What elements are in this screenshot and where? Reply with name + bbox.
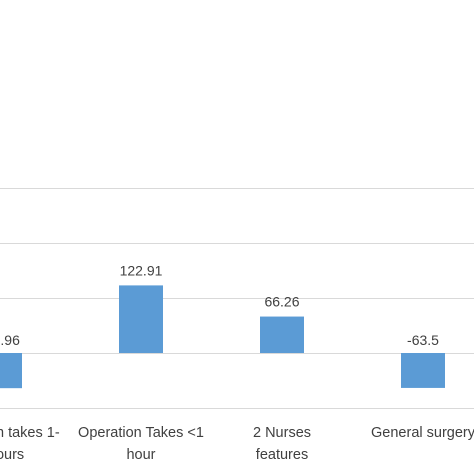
category-label: General surgery (371, 425, 474, 441)
data-label: 122.91 (120, 262, 163, 278)
data-labels: -63.96 122.91 66.26 -63.5 (0, 262, 439, 348)
bar (119, 285, 163, 353)
data-label: -63.96 (0, 332, 20, 348)
data-label: 66.26 (264, 294, 299, 310)
category-label: hour (126, 447, 155, 463)
category-label: 2 Nurses (253, 425, 311, 441)
category-label: 2 hours (0, 447, 24, 463)
gridlines (0, 188, 474, 409)
data-label: -63.5 (407, 332, 439, 348)
category-label: Operation Takes <1 (78, 425, 204, 441)
category-labels: Operation takes 1- 2 hours Operation Takes… (0, 425, 474, 463)
bars (0, 285, 445, 389)
bar (260, 316, 304, 353)
bar (0, 353, 22, 389)
bar (401, 353, 445, 388)
category-label: features (256, 447, 308, 463)
category-label: Operation takes 1- (0, 425, 60, 441)
